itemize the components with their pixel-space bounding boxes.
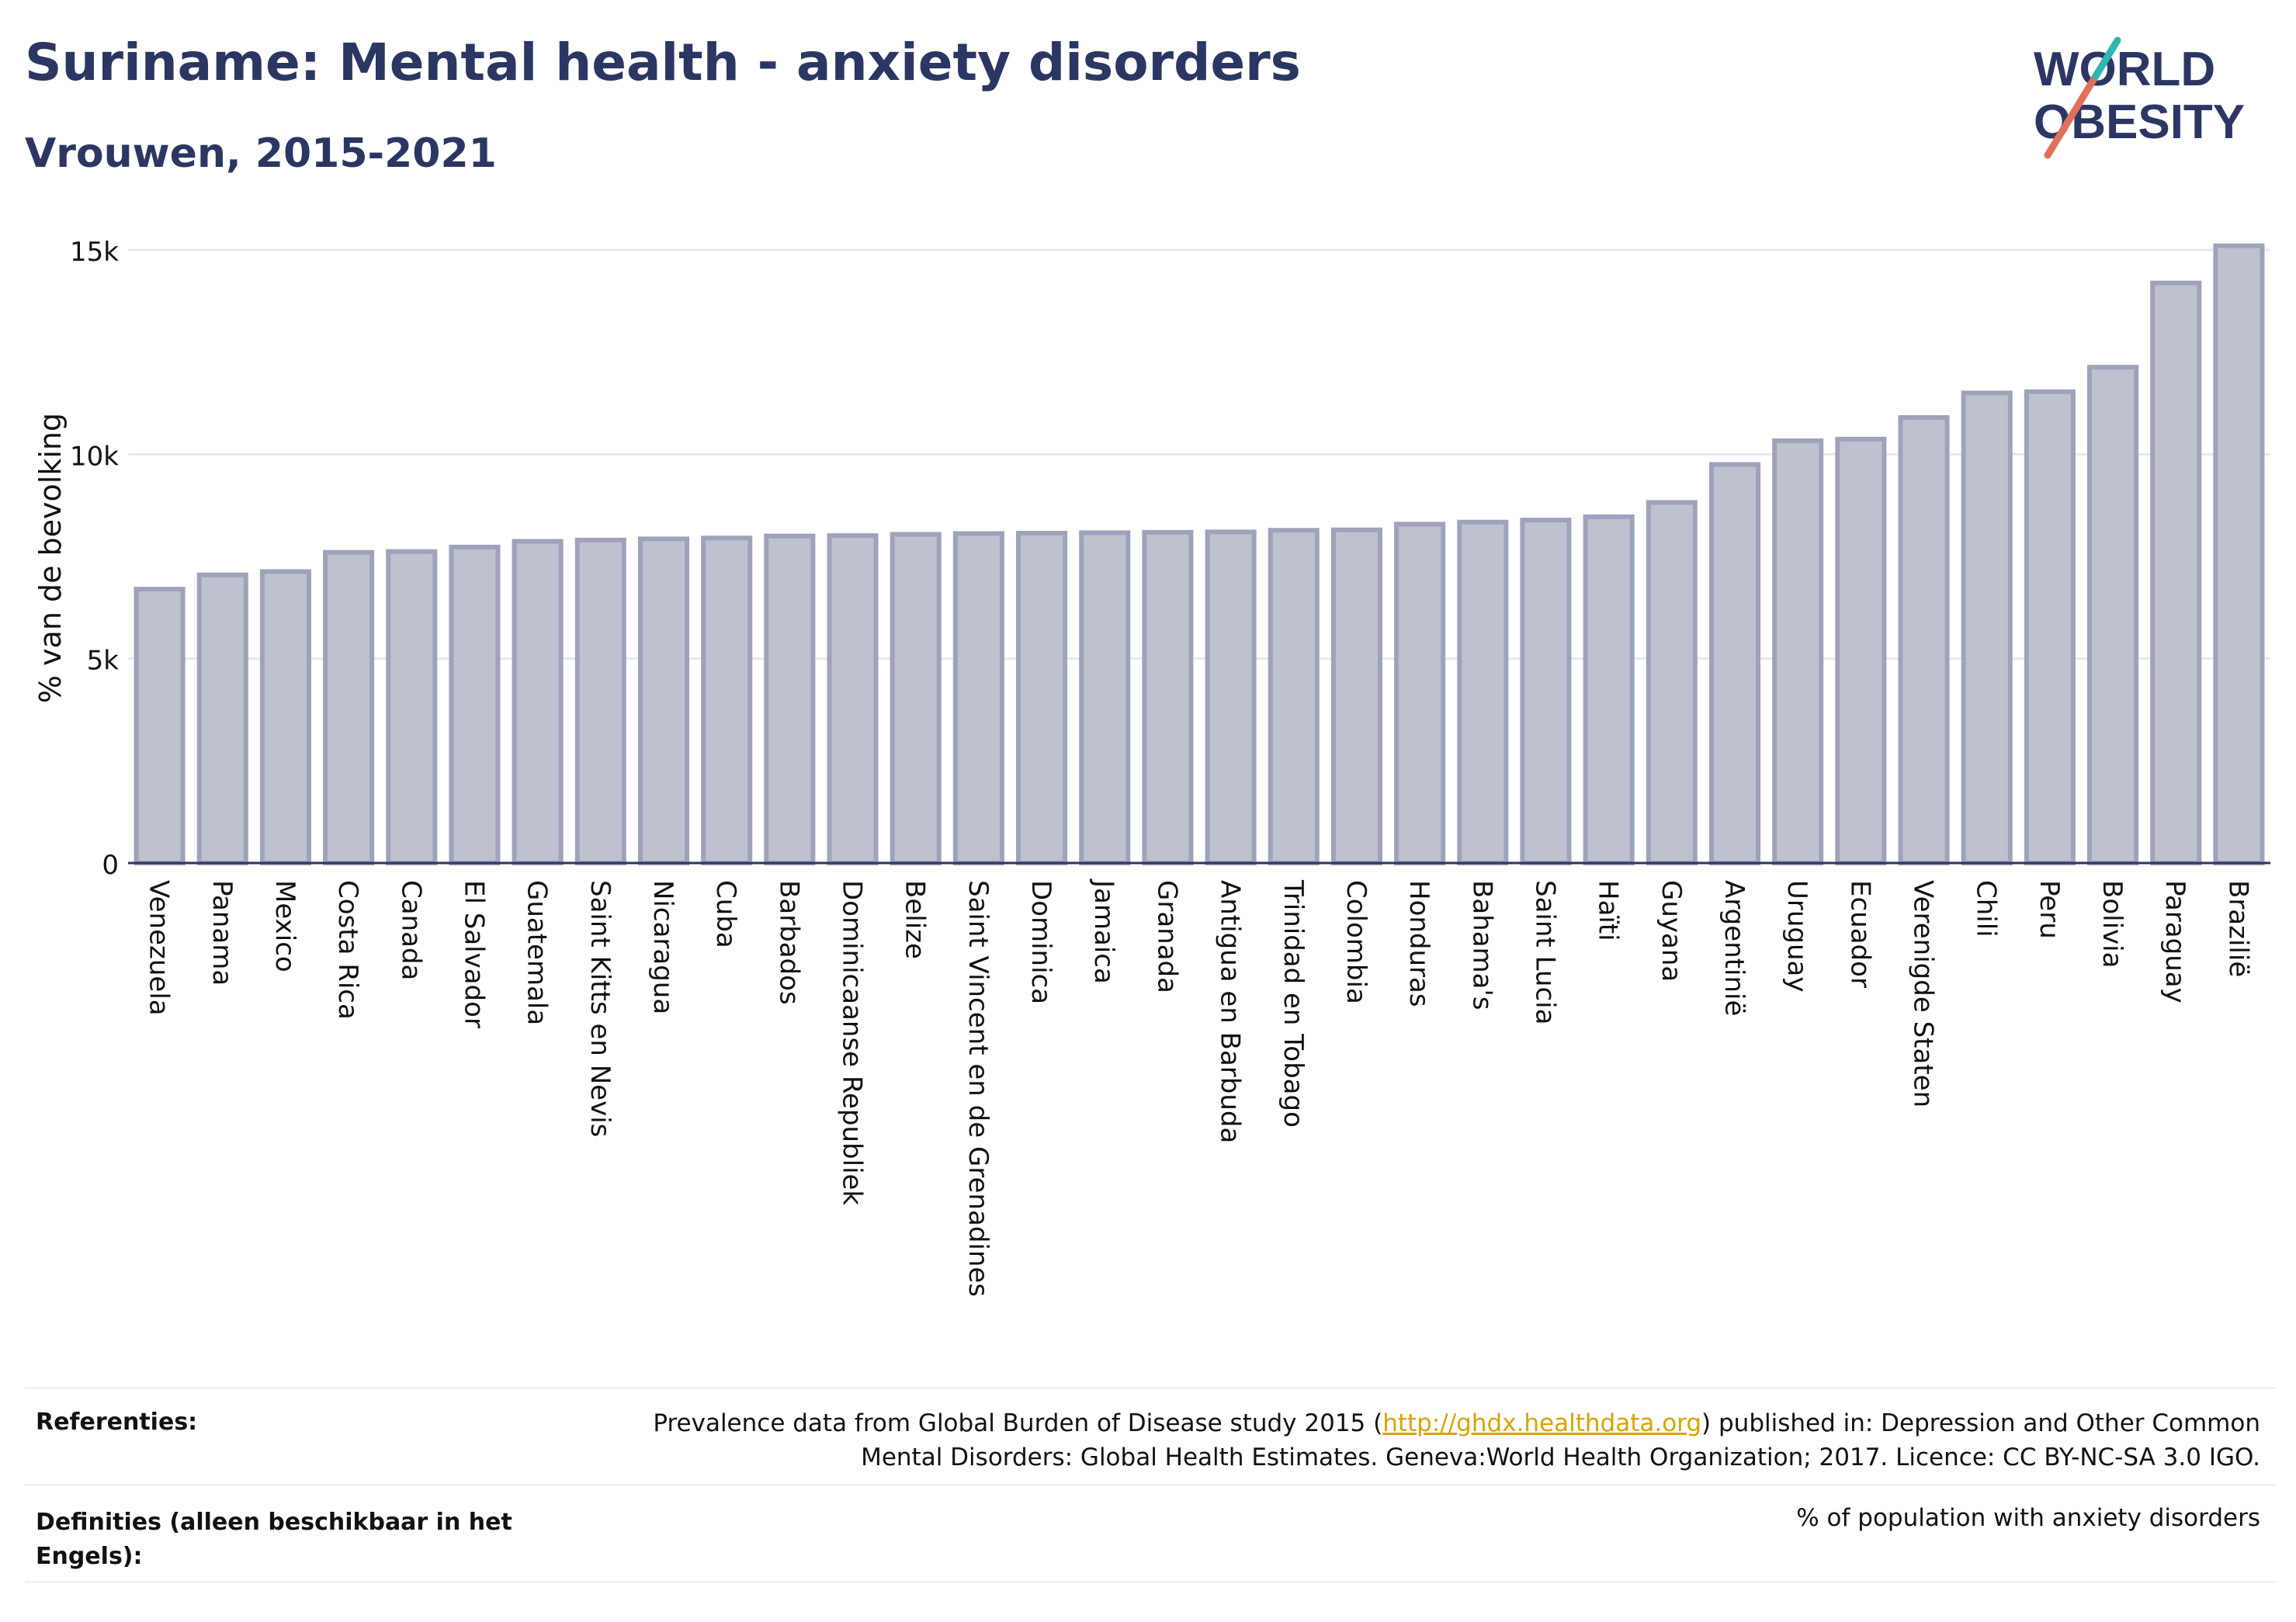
x-tick-label: Verenigde Staten — [1908, 880, 1939, 1107]
x-tick-label: Uruguay — [1781, 880, 1812, 993]
y-tick-label: 15k — [70, 237, 119, 268]
x-tick-label: Trinidad en Tobago — [1278, 879, 1309, 1128]
bar-barbados — [764, 533, 816, 866]
x-tick-label: Antigua en Barbuda — [1215, 880, 1246, 1143]
x-tick-label: Jamaica — [1088, 879, 1119, 984]
x-tick-label: Venezuela — [144, 880, 175, 1016]
bar-panama — [196, 572, 248, 865]
bar-cuba — [701, 535, 753, 865]
x-tick-label: Guatemala — [522, 880, 553, 1025]
x-tick-label: Haïti — [1593, 880, 1624, 941]
x-tick-label: Chili — [1971, 880, 2002, 938]
definitions-text: % of population with anxiety disorders — [1796, 1504, 2260, 1532]
x-tick-label: Bolivia — [2097, 880, 2128, 968]
bar-saint-lucia — [1520, 518, 1572, 865]
bar-trinidad-en-tobago — [1268, 528, 1320, 865]
bar-verenigde-staten — [1898, 414, 1950, 865]
x-tick-label: El Salvador — [458, 880, 489, 1028]
bar-ecuador — [1835, 436, 1887, 865]
bar-nicaragua — [637, 536, 690, 865]
bar-venezuela — [134, 587, 186, 866]
x-tick-label: Saint Vincent en de Grenadines — [962, 880, 994, 1297]
references-link[interactable]: http://ghdx.healthdata.org — [1382, 1409, 1702, 1437]
x-tick-label: Colombia — [1340, 880, 1372, 1004]
x-tick-label: Mexico — [269, 880, 300, 972]
references-pre: Prevalence data from Global Burden of Di… — [653, 1409, 1383, 1437]
bar-canada — [386, 549, 438, 865]
x-tick-label: Canada — [395, 880, 426, 980]
bar-guyana — [1646, 500, 1698, 865]
bar-chili — [1961, 390, 2013, 866]
logo-slash-teal — [2092, 36, 2121, 80]
x-tick-label: Honduras — [1403, 880, 1434, 1007]
bar-el-salvador — [449, 544, 501, 865]
x-tick-label: Peru — [2034, 880, 2065, 939]
logo-slash-red — [2044, 72, 2100, 159]
x-tick-label: Saint Lucia — [1529, 880, 1560, 1024]
bar-granada — [1142, 529, 1194, 866]
bar-mexico — [259, 569, 311, 866]
x-tick-label: Dominica — [1025, 880, 1056, 1004]
x-tick-label: Costa Rica — [332, 880, 363, 1020]
y-tick-label: 0 — [102, 850, 119, 881]
bar-costa-rica — [323, 549, 375, 865]
y-tick-label: 10k — [70, 441, 119, 472]
axes: 0 5k 10k 15k % van de bevolking — [33, 237, 2270, 881]
bar-paraguay — [2150, 280, 2202, 866]
footer-divider-bottom — [25, 1581, 2276, 1583]
bar-dominicaanse-republiek — [827, 533, 879, 865]
bars — [134, 243, 2265, 866]
bar-bahama-s — [1457, 519, 1509, 865]
x-tick-label: Guyana — [1656, 880, 1687, 982]
y-axis-title: % van de bevolking — [33, 413, 68, 703]
bar-saint-vincent-en-de-grenadines — [952, 531, 1004, 865]
chart-title: Suriname: Mental health - anxiety disord… — [25, 33, 1301, 92]
bar-antigua-en-barbuda — [1205, 529, 1257, 866]
category-labels: Venezuela Panama Mexico Costa Rica Canada El … — [144, 879, 2254, 1297]
x-tick-label: Bahama's — [1466, 880, 1497, 1010]
bar-honduras — [1394, 522, 1446, 865]
logo-word-world: WORLD — [2034, 43, 2215, 96]
bar-guatemala — [512, 539, 564, 865]
x-tick-label: Argentinië — [1719, 880, 1750, 1016]
x-tick-label: Nicaragua — [647, 880, 678, 1014]
x-tick-label: Cuba — [710, 880, 741, 948]
bar-jamaica — [1079, 530, 1131, 865]
bar-ha-ti — [1583, 514, 1635, 865]
bar-chart: 0 5k 10k 15k % van de bevolking Venezuela Pan… — [33, 237, 2270, 1297]
bar-bolivia — [2087, 365, 2139, 865]
bar-colombia — [1330, 527, 1382, 865]
x-tick-label: Ecuador — [1844, 880, 1875, 988]
x-tick-label: Brazilië — [2222, 880, 2253, 977]
footer-divider-top — [25, 1387, 2276, 1389]
footer-divider-middle — [25, 1484, 2276, 1486]
references-label: Referenties: — [36, 1409, 198, 1436]
bar-saint-kitts-en-nevis — [574, 537, 626, 866]
x-tick-label: Barbados — [773, 880, 804, 1005]
y-tick-label: 5k — [87, 646, 120, 677]
references-text: Prevalence data from Global Burden of Di… — [630, 1406, 2260, 1475]
x-tick-label: Belize — [900, 880, 931, 959]
world-obesity-logo: WORLD OBESITY — [2034, 36, 2245, 159]
references-post: ) published in: Depression and Other Com… — [861, 1409, 2260, 1471]
chart-subtitle: Vrouwen, 2015-2021 — [25, 130, 497, 177]
bar-belize — [890, 532, 942, 865]
x-tick-label: Granada — [1151, 880, 1182, 993]
bar-dominica — [1016, 530, 1068, 865]
bar-peru — [2024, 389, 2076, 865]
bar-brazili- — [2213, 243, 2265, 865]
definitions-label: Definities (alleen beschikbaar in het En… — [36, 1509, 512, 1570]
x-tick-label: Panama — [206, 880, 238, 986]
x-tick-label: Dominicaanse Republiek — [837, 880, 868, 1205]
bar-uruguay — [1772, 438, 1824, 865]
x-tick-label: Paraguay — [2159, 880, 2190, 1003]
bar-argentini- — [1708, 462, 1761, 865]
x-tick-label: Saint Kitts en Nevis — [584, 880, 616, 1137]
